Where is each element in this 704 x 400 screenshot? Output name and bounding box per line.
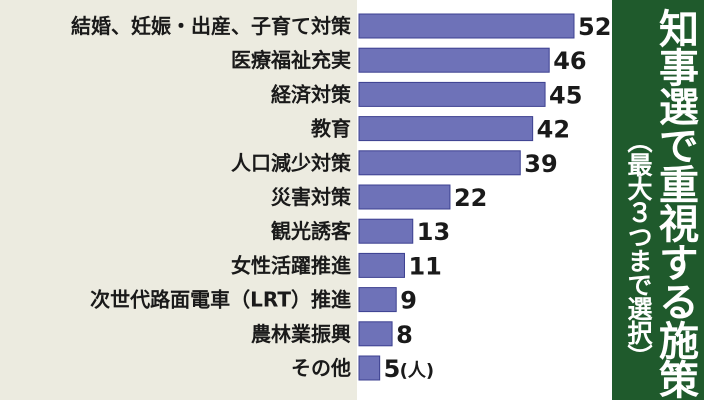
bar xyxy=(358,321,393,347)
value-label: 42 xyxy=(537,116,570,144)
value-label: 13 xyxy=(417,218,450,246)
chart-title: 知事選で重視する施策 xyxy=(652,8,698,398)
value-label: 11 xyxy=(408,252,441,280)
bar xyxy=(358,218,414,244)
category-label: 人口減少対策 xyxy=(231,151,352,175)
unit-label: (人) xyxy=(400,361,434,382)
value-label: 8 xyxy=(396,321,413,349)
bar xyxy=(358,47,550,73)
bar xyxy=(358,287,397,313)
bar xyxy=(358,116,534,142)
category-label: 結婚、妊娠・出産、子育て対策 xyxy=(71,14,352,38)
value-label: 9 xyxy=(400,287,417,315)
value-label: 5 xyxy=(384,355,401,383)
bar xyxy=(358,184,451,210)
category-label: 次世代路面電車（LRT）推進 xyxy=(90,288,351,312)
bar xyxy=(358,252,405,278)
category-label: 医療福祉充実 xyxy=(231,48,351,72)
chart-subtitle: （最大３つまで選択） xyxy=(624,128,653,368)
category-label: 観光誘客 xyxy=(271,219,352,243)
bar xyxy=(358,150,521,176)
category-label: 女性活躍推進 xyxy=(231,253,351,277)
category-label-panel xyxy=(0,0,357,400)
category-label: 農林業振興 xyxy=(251,322,351,346)
value-label: 22 xyxy=(454,184,487,212)
category-label: その他 xyxy=(291,356,351,380)
bar xyxy=(358,355,381,381)
category-label: 災害対策 xyxy=(271,185,352,209)
value-label: 39 xyxy=(524,150,557,178)
bar xyxy=(358,13,575,39)
bar xyxy=(358,81,546,107)
category-label: 教育 xyxy=(311,117,351,141)
value-label: 45 xyxy=(549,81,582,109)
category-label: 経済対策 xyxy=(271,82,352,106)
value-label: 52 xyxy=(578,13,611,41)
value-label: 46 xyxy=(553,47,586,75)
title-panel: 知事選で重視する施策 （最大３つまで選択） xyxy=(612,0,704,400)
